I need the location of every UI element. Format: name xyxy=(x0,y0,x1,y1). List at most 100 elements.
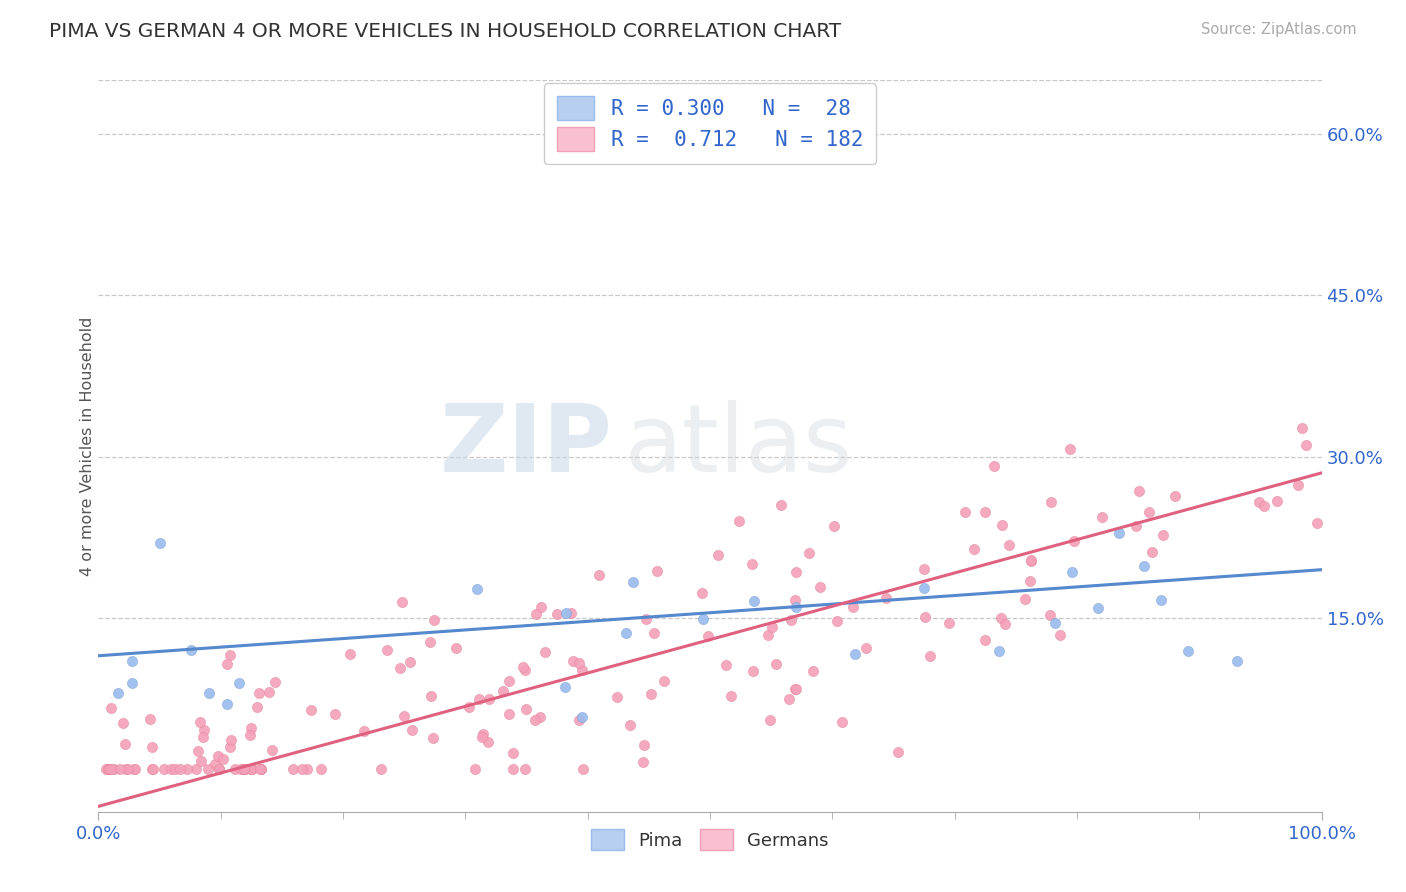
Point xyxy=(193,723,215,738)
Point xyxy=(988,644,1011,658)
Point xyxy=(121,675,143,690)
Point xyxy=(114,737,136,751)
Y-axis label: 4 or more Vehicles in Household: 4 or more Vehicles in Household xyxy=(80,317,94,575)
Point xyxy=(1049,628,1071,642)
Point xyxy=(232,762,254,776)
Point xyxy=(190,754,212,768)
Point xyxy=(759,714,782,728)
Point xyxy=(98,762,121,776)
Point xyxy=(391,595,413,609)
Point xyxy=(240,762,263,776)
Point xyxy=(643,625,665,640)
Point xyxy=(233,762,256,776)
Point xyxy=(529,710,551,724)
Point xyxy=(339,648,361,662)
Point xyxy=(912,581,935,595)
Point xyxy=(1133,558,1156,573)
Point xyxy=(141,740,163,755)
Point xyxy=(498,707,520,722)
Point xyxy=(240,762,263,776)
Point xyxy=(797,546,820,560)
Point xyxy=(153,762,176,776)
Point xyxy=(139,712,162,726)
Point xyxy=(1063,534,1085,549)
Point xyxy=(198,686,221,700)
Point xyxy=(912,562,935,576)
Point xyxy=(1247,495,1270,509)
Point xyxy=(1286,478,1309,492)
Point xyxy=(399,656,422,670)
Point xyxy=(249,762,271,776)
Point xyxy=(1226,654,1249,668)
Point xyxy=(875,591,897,606)
Point xyxy=(823,518,845,533)
Point xyxy=(297,762,319,776)
Point xyxy=(1039,608,1062,623)
Point xyxy=(842,600,865,615)
Point xyxy=(571,709,593,723)
Point xyxy=(353,723,375,738)
Point xyxy=(204,757,226,772)
Point xyxy=(801,664,824,678)
Point xyxy=(468,692,491,706)
Point xyxy=(631,755,654,769)
Point xyxy=(515,702,537,716)
Point xyxy=(572,762,595,776)
Point xyxy=(780,613,803,627)
Point xyxy=(1291,421,1313,435)
Point xyxy=(176,762,198,776)
Point xyxy=(419,634,441,648)
Point xyxy=(568,657,591,671)
Point xyxy=(962,541,984,556)
Point xyxy=(633,738,655,752)
Point xyxy=(706,549,728,563)
Point xyxy=(323,707,346,722)
Point xyxy=(831,714,853,729)
Point xyxy=(530,599,553,614)
Point xyxy=(886,745,908,759)
Point xyxy=(477,735,499,749)
Point xyxy=(785,682,807,697)
Point xyxy=(388,660,411,674)
Point xyxy=(97,762,120,776)
Point xyxy=(108,762,131,776)
Point xyxy=(554,680,576,694)
Point xyxy=(555,607,578,621)
Point xyxy=(250,762,273,776)
Point xyxy=(217,697,239,711)
Point xyxy=(465,582,488,597)
Point xyxy=(232,762,254,776)
Point xyxy=(990,611,1012,625)
Point xyxy=(215,657,238,671)
Point xyxy=(974,504,997,518)
Point xyxy=(692,612,714,626)
Point xyxy=(690,585,713,599)
Point xyxy=(239,728,262,742)
Point xyxy=(502,746,524,760)
Point xyxy=(645,564,668,578)
Point xyxy=(914,610,936,624)
Point xyxy=(785,566,807,580)
Point xyxy=(392,709,415,723)
Point xyxy=(160,762,183,776)
Point xyxy=(1018,574,1040,588)
Point xyxy=(233,762,256,776)
Point xyxy=(208,762,231,776)
Point xyxy=(778,691,800,706)
Point xyxy=(974,632,997,647)
Legend: Pima, Germans: Pima, Germans xyxy=(583,822,837,857)
Point xyxy=(239,762,262,776)
Point xyxy=(187,744,209,758)
Point xyxy=(720,690,742,704)
Point xyxy=(761,620,783,634)
Point xyxy=(741,664,763,678)
Point xyxy=(229,762,252,776)
Point xyxy=(283,762,305,776)
Point xyxy=(697,629,720,643)
Point xyxy=(221,732,243,747)
Point xyxy=(247,686,270,700)
Point xyxy=(122,762,145,776)
Point xyxy=(257,685,280,699)
Point xyxy=(652,673,675,688)
Point xyxy=(1164,490,1187,504)
